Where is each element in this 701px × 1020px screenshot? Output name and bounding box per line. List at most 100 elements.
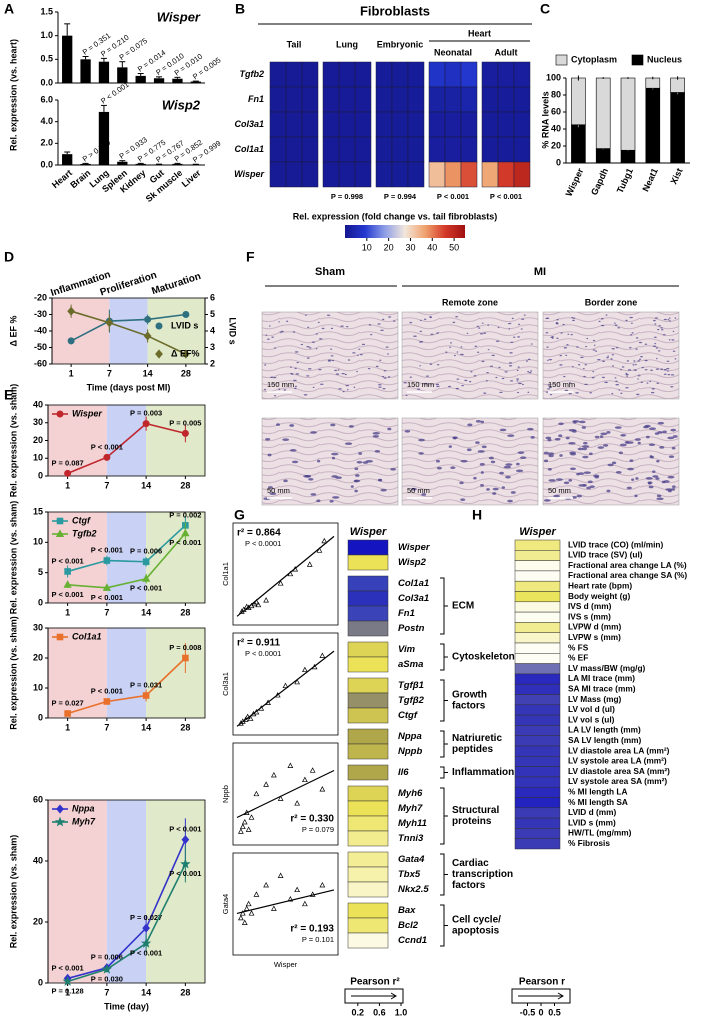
y-axis-label: Col3a1 bbox=[221, 672, 230, 696]
y-tick-label: 0.0 bbox=[40, 159, 53, 169]
x-tick-label: 14 bbox=[141, 607, 151, 617]
colorbar-tick-label: 10 bbox=[362, 242, 372, 252]
nucleus bbox=[645, 477, 653, 480]
row-label: Il6 bbox=[398, 767, 409, 778]
nucleus bbox=[656, 459, 660, 463]
nucleus bbox=[372, 435, 379, 438]
nucleus bbox=[662, 430, 667, 434]
legend-label: Col1a1 bbox=[72, 631, 102, 641]
heat-cell bbox=[514, 797, 561, 809]
chart-title: Wisper bbox=[157, 9, 201, 24]
series-line bbox=[67, 839, 187, 980]
nucleus bbox=[453, 354, 456, 357]
nucleus bbox=[667, 475, 675, 479]
nucleus bbox=[580, 356, 584, 359]
heat-cell bbox=[322, 61, 340, 88]
x-tick-label: Wisper bbox=[564, 166, 586, 198]
x-tick-label: 1 bbox=[65, 607, 70, 617]
series-line bbox=[67, 863, 187, 983]
nucleus bbox=[392, 320, 396, 322]
heat-cell bbox=[514, 663, 561, 675]
nucleus bbox=[629, 459, 634, 462]
group-label: Cardiac bbox=[452, 858, 489, 869]
nucleus bbox=[618, 389, 621, 391]
nucleus bbox=[460, 498, 466, 501]
nucleus bbox=[644, 343, 648, 345]
nucleus bbox=[625, 373, 629, 376]
x-tick-label: 7 bbox=[104, 987, 109, 997]
heat-cell bbox=[513, 86, 531, 113]
p-value: P = 0.031 bbox=[130, 680, 162, 689]
nucleus bbox=[331, 456, 336, 460]
x-tick-label: 14 bbox=[141, 722, 151, 732]
scale-bar-label: 150 mm bbox=[548, 380, 575, 389]
legend-label: Myh7 bbox=[72, 816, 96, 826]
nucleus bbox=[289, 449, 297, 452]
nucleus bbox=[265, 334, 268, 336]
phase-band bbox=[109, 298, 148, 364]
heat-cell bbox=[444, 136, 462, 163]
legend-title: Pearson r bbox=[519, 977, 565, 988]
heat-cell bbox=[269, 161, 287, 188]
panel-label: F bbox=[246, 249, 255, 265]
row-label: Col3a1 bbox=[398, 593, 429, 604]
nucleus bbox=[300, 343, 304, 346]
nucleus bbox=[595, 350, 598, 352]
marker bbox=[155, 349, 163, 359]
nucleus bbox=[635, 363, 637, 366]
chart-title: Fibroblasts bbox=[360, 3, 430, 18]
phase-band bbox=[146, 628, 205, 718]
bar bbox=[117, 67, 128, 83]
series-line bbox=[67, 524, 186, 573]
heat-cell bbox=[514, 704, 561, 716]
nucleus bbox=[551, 336, 554, 338]
nucleus bbox=[318, 368, 322, 371]
heat-cell bbox=[514, 776, 561, 788]
nucleus bbox=[480, 471, 484, 474]
p-value: P = 0.079 bbox=[302, 825, 334, 834]
panel-label: G bbox=[234, 507, 245, 523]
nucleus bbox=[518, 382, 522, 385]
legend-tick-label: 0.5 bbox=[548, 1007, 561, 1017]
row-label: Tbx5 bbox=[398, 869, 421, 880]
nucleus bbox=[315, 348, 318, 350]
nucleus bbox=[635, 477, 639, 480]
nucleus bbox=[633, 369, 637, 371]
series-line bbox=[70, 313, 186, 342]
p-value: P < 0.001 bbox=[91, 686, 123, 695]
heat-cell bbox=[347, 605, 389, 622]
scatter-point bbox=[253, 891, 260, 897]
x-tick-label: 7 bbox=[104, 480, 109, 490]
nucleus bbox=[508, 362, 513, 364]
row-label: LV Mass (mg) bbox=[568, 694, 622, 704]
x-tick-label: Liver bbox=[180, 167, 203, 189]
row-label: SA MI trace (mm) bbox=[568, 684, 636, 694]
heat-cell bbox=[514, 611, 561, 623]
nucleus bbox=[644, 359, 648, 362]
nucleus bbox=[316, 459, 321, 463]
nucleus bbox=[602, 360, 606, 362]
heat-cell bbox=[347, 902, 389, 919]
phase-band bbox=[106, 628, 147, 718]
heat-cell bbox=[269, 61, 287, 88]
p-value: P = 0.027 bbox=[52, 698, 84, 707]
group-bracket bbox=[440, 679, 448, 722]
nucleus bbox=[367, 367, 371, 370]
nucleus bbox=[511, 317, 514, 320]
heat-cell bbox=[481, 111, 499, 138]
heat-cell bbox=[347, 800, 389, 817]
scatter-point bbox=[274, 692, 281, 698]
heat-cell bbox=[514, 591, 561, 603]
heat-cell bbox=[514, 632, 561, 644]
phase-band bbox=[52, 298, 110, 364]
nucleus bbox=[274, 347, 277, 349]
row-label: Wisper bbox=[234, 169, 264, 179]
y-tick-label: 30 bbox=[33, 622, 43, 632]
nucleus bbox=[627, 369, 632, 371]
heat-cell bbox=[497, 61, 515, 88]
nucleus bbox=[548, 359, 553, 361]
heat-cell bbox=[497, 161, 515, 188]
row-label: Tnni3 bbox=[398, 833, 424, 844]
nucleus bbox=[631, 478, 635, 481]
nucleus bbox=[354, 489, 358, 493]
